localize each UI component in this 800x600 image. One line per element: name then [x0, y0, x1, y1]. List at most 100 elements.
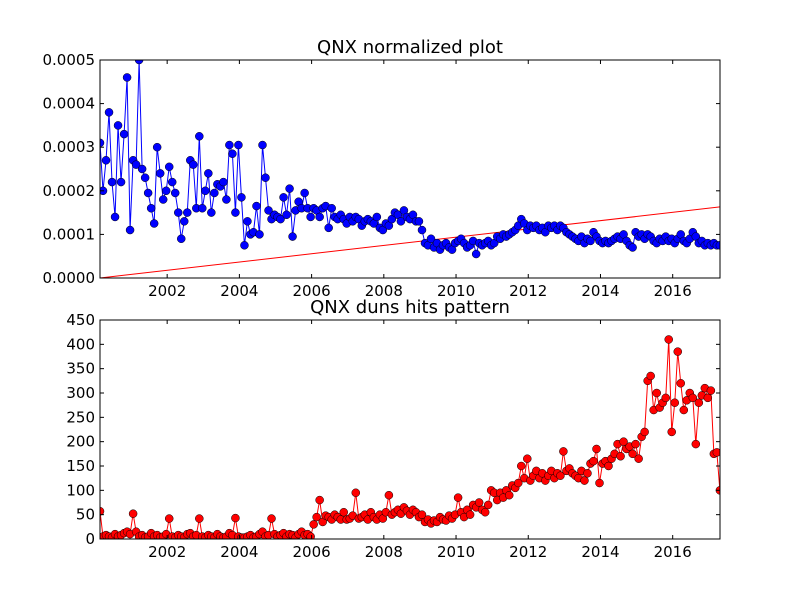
- data-point: [285, 184, 294, 193]
- data-point: [158, 195, 168, 204]
- data-point: [210, 188, 219, 198]
- data-point: [252, 201, 261, 211]
- y-tick-label: 100: [66, 481, 95, 499]
- data-point: [195, 132, 204, 141]
- data-point: [143, 188, 153, 198]
- data-point: [140, 173, 150, 182]
- x-tick-label: 2010: [437, 543, 475, 561]
- y-tick-label: 200: [66, 433, 95, 451]
- data-point: [255, 230, 264, 239]
- data-point: [100, 507, 105, 516]
- data-point: [300, 188, 309, 198]
- data-point: [628, 449, 637, 459]
- x-tick-label: 2006: [293, 543, 331, 561]
- data-point: [417, 225, 427, 235]
- x-tick-label: 2008: [365, 543, 403, 561]
- x-tick-label: 2016: [654, 543, 692, 561]
- chart-title: QNX normalized plot: [317, 37, 503, 58]
- data-point: [652, 388, 661, 398]
- data-point: [619, 437, 628, 446]
- data-point: [396, 217, 406, 226]
- data-point: [580, 476, 589, 485]
- data-point: [384, 490, 394, 500]
- data-point: [417, 510, 427, 519]
- data-point: [640, 427, 649, 437]
- data-point: [664, 335, 673, 344]
- data-point: [146, 203, 156, 213]
- data-point: [164, 162, 174, 172]
- data-point: [670, 398, 680, 407]
- y-tick-label: 0.0003: [43, 138, 96, 156]
- data-point: [631, 439, 640, 449]
- y-tick-label: 0.0000: [43, 269, 96, 287]
- data-point: [679, 405, 689, 415]
- data-point: [183, 208, 192, 217]
- data-point: [234, 140, 243, 150]
- data-point: [414, 217, 424, 226]
- data-point: [195, 514, 204, 523]
- y-tick-label: 0.0005: [43, 51, 96, 69]
- data-point: [179, 217, 189, 226]
- data-point: [372, 212, 382, 222]
- data-point: [100, 138, 105, 148]
- y-tick-label: 400: [66, 335, 95, 353]
- data-point: [471, 249, 481, 259]
- data-point: [351, 488, 361, 498]
- x-tick-label: 2012: [509, 543, 547, 561]
- axes-frame: [99, 319, 721, 540]
- data-point: [634, 454, 643, 463]
- data-point: [465, 510, 475, 519]
- data-point: [222, 195, 231, 204]
- data-point: [240, 241, 249, 250]
- data-point: [101, 156, 111, 165]
- data-point: [592, 444, 601, 454]
- data-point: [688, 393, 698, 403]
- x-tick-label: 2014: [581, 282, 619, 300]
- data-point: [152, 142, 162, 152]
- data-point: [116, 177, 126, 187]
- data-point: [264, 206, 273, 215]
- data-point: [517, 461, 526, 471]
- data-point: [134, 60, 144, 65]
- data-point: [676, 379, 685, 388]
- data-point: [616, 452, 625, 461]
- chart-title: QNX duns hits pattern: [310, 297, 510, 318]
- data-point: [661, 393, 670, 403]
- data-point: [673, 347, 683, 356]
- data-point: [483, 500, 493, 510]
- y-tick-label: 250: [66, 408, 95, 426]
- x-tick-label: 2006: [293, 282, 331, 300]
- data-point: [198, 203, 207, 213]
- data-point: [339, 507, 348, 517]
- data-point: [170, 188, 180, 198]
- data-point: [667, 427, 676, 437]
- data-point: [164, 514, 174, 523]
- data-point: [604, 461, 613, 471]
- x-tick-label: 2002: [148, 543, 186, 561]
- plot-area: [100, 335, 720, 539]
- data-point: [279, 193, 288, 202]
- x-tick-label: 2010: [437, 282, 475, 300]
- data-point: [595, 478, 604, 488]
- x-tick-label: 2002: [148, 282, 186, 300]
- y-tick-label: 300: [66, 384, 95, 402]
- data-point: [480, 507, 490, 517]
- data-point: [646, 371, 655, 381]
- x-tick-label: 2004: [220, 543, 258, 561]
- data-point: [204, 169, 213, 178]
- data-point: [167, 177, 177, 187]
- data-point: [324, 223, 333, 233]
- data-point: [453, 493, 463, 502]
- data-point: [282, 210, 291, 220]
- x-tick-label: 2016: [654, 282, 692, 300]
- y-tick-label: 0.0002: [43, 182, 96, 200]
- data-point: [288, 232, 297, 241]
- data-point: [474, 498, 484, 507]
- data-point: [225, 140, 234, 150]
- data-point: [207, 208, 216, 217]
- data-point: [237, 193, 246, 202]
- data-point: [137, 164, 147, 174]
- data-point: [559, 447, 568, 456]
